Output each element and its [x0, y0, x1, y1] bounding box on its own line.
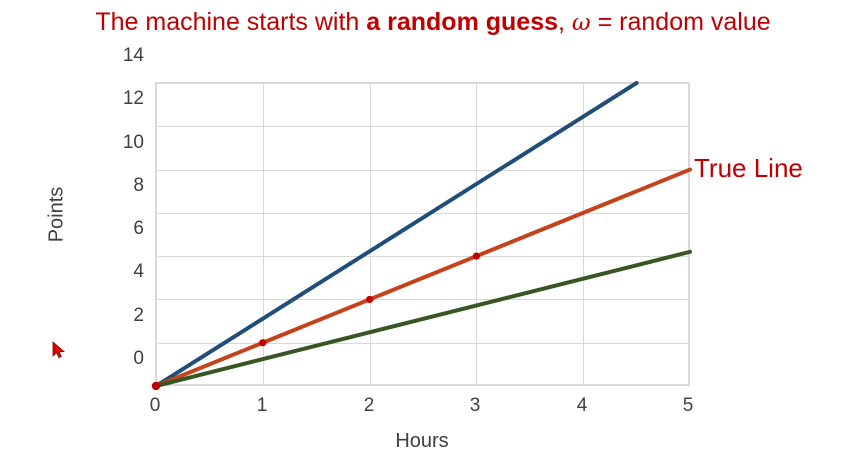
x-tick-4: 4	[576, 395, 588, 416]
gridline-y-8	[156, 213, 690, 214]
x-tick-5: 5	[682, 395, 694, 416]
y-tick-2: 2	[133, 305, 144, 326]
x-tick-0: 0	[149, 395, 161, 416]
plot-area	[151, 81, 692, 391]
series-line-green-guess-line	[154, 249, 692, 388]
y-tick-4: 4	[133, 261, 144, 282]
y-tick-10: 10	[122, 132, 144, 153]
gridline-y-4	[156, 299, 690, 300]
title-prefix: The machine starts with	[95, 8, 367, 36]
data-marker	[366, 295, 374, 304]
data-marker	[259, 339, 267, 347]
x-tick-1: 1	[256, 395, 268, 416]
y-tick-12: 12	[122, 88, 144, 109]
title-suffix: = random value	[590, 8, 771, 36]
origin-marker	[151, 381, 161, 391]
line-chart: Points 0 2 4 6 8 10 12 14	[0, 46, 866, 463]
series-line-true-line	[154, 167, 692, 388]
y-tick-8: 8	[133, 175, 144, 196]
gridline-x-1	[263, 83, 264, 386]
y-tick-6: 6	[133, 218, 144, 239]
title-emphasis: a random guess	[366, 8, 559, 36]
title-comma: ,	[558, 8, 572, 36]
slide-title: The machine starts with a random guess, …	[0, 6, 866, 39]
gridline-x-5	[689, 83, 690, 386]
gridline-y-12	[156, 126, 690, 127]
gridline-y-0	[156, 385, 690, 386]
gridline-y-2	[156, 343, 690, 344]
y-axis-tick-labels: 0 2 4 6 8 10 12 14	[100, 46, 144, 415]
x-tick-2: 2	[363, 395, 375, 416]
y-axis-title: Points	[45, 186, 68, 243]
gridline-x-2	[370, 83, 371, 386]
gridline-y-14	[156, 83, 690, 84]
data-marker	[472, 252, 480, 260]
gridline-y-10	[156, 170, 690, 171]
gridline-x-4	[583, 83, 584, 386]
omega-symbol: ω	[571, 10, 591, 36]
y-tick-0: 0	[133, 348, 144, 369]
true-line-annotation: True Line	[694, 153, 803, 183]
x-tick-3: 3	[469, 395, 481, 416]
mouse-pointer-icon	[52, 341, 66, 359]
gridline-y-6	[156, 256, 690, 257]
y-tick-14: 14	[122, 45, 144, 66]
x-axis-tick-labels: 0 1 2 3 4 5	[150, 395, 694, 422]
series-line-blue-guess-line	[154, 81, 639, 388]
gridline-x-0	[156, 83, 157, 386]
data-series-layer	[151, 81, 692, 391]
x-axis-title: Hours	[395, 430, 449, 452]
gridline-x-3	[476, 83, 477, 386]
